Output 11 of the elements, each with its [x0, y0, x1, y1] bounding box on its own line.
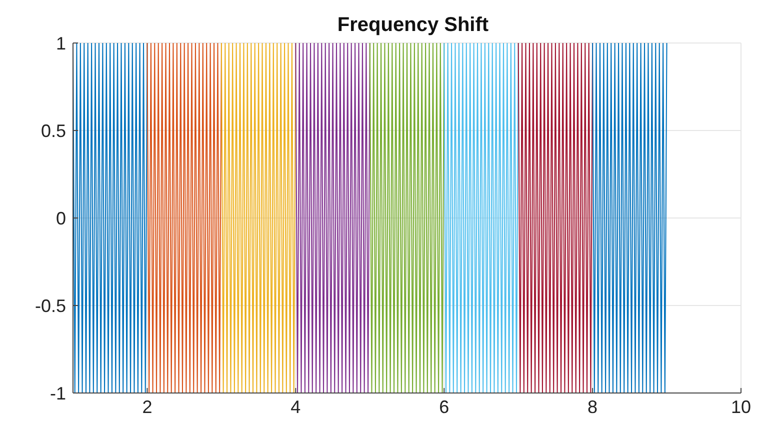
x-tick-label: 10	[730, 396, 752, 417]
x-tick-label: 2	[142, 396, 152, 417]
x-tick-label: 4	[290, 396, 301, 417]
y-tick-label: 1	[56, 33, 66, 54]
x-tick-label: 6	[439, 396, 450, 417]
y-tick-label: -0.5	[34, 296, 66, 316]
y-tick-label: 0.5	[40, 120, 66, 141]
x-tick-label: 8	[588, 396, 598, 417]
y-tick-label: -1	[50, 383, 66, 404]
chart-title: Frequency Shift	[336, 14, 490, 37]
y-tick-label: 0	[56, 208, 66, 228]
